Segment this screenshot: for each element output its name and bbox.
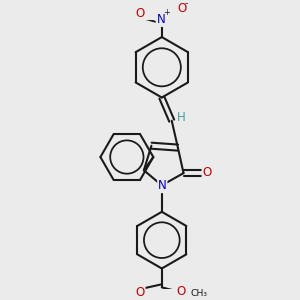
Text: N: N — [158, 179, 167, 192]
Text: N: N — [157, 13, 165, 26]
Text: O: O — [177, 285, 186, 298]
Text: O: O — [136, 286, 145, 299]
Text: O: O — [202, 166, 212, 179]
Text: CH₃: CH₃ — [190, 289, 207, 298]
Text: O: O — [136, 7, 145, 20]
Text: O: O — [178, 2, 187, 15]
Text: H: H — [177, 111, 185, 124]
Text: -: - — [185, 0, 188, 8]
Text: +: + — [163, 8, 170, 17]
